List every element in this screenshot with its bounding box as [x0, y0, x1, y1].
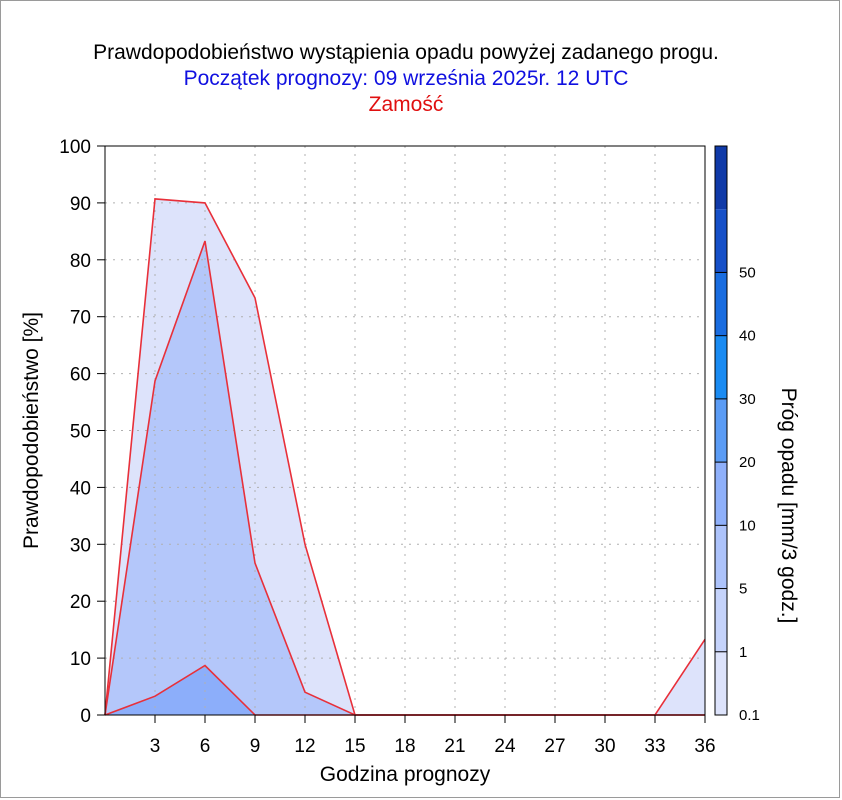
colorbar: 0.1 1 5 10 20 30 40 50: [714, 145, 760, 724]
colorbar-tick-label: 40: [739, 328, 756, 345]
y-tick-label: 80: [70, 251, 91, 272]
y-axis-ticks: 0 10 20 30 40 50 60 70 80 90 100: [59, 137, 105, 727]
colorbar-band: [715, 272, 727, 336]
x-tick-label: 33: [644, 736, 665, 757]
colorbar-label: Próg opadu [mm/3 godz.]: [777, 388, 800, 624]
x-axis-label: Godzina prognozy: [320, 763, 491, 786]
colorbar-band: [715, 209, 727, 273]
area-series-group: [105, 198, 705, 715]
colorbar-band: [715, 525, 727, 589]
colorbar-tick-label: 5: [739, 581, 747, 598]
y-tick-label: 30: [70, 535, 91, 556]
y-tick-label: 10: [70, 649, 91, 670]
x-tick-label: 12: [294, 736, 315, 757]
x-tick-label: 36: [694, 736, 715, 757]
y-tick-label: 20: [70, 592, 91, 613]
colorbar-band: [715, 651, 727, 715]
colorbar-band: [715, 335, 727, 399]
x-tick-label: 6: [200, 736, 211, 757]
y-tick-label: 0: [80, 706, 91, 727]
y-tick-label: 40: [70, 478, 91, 499]
colorbar-band: [715, 588, 727, 652]
x-tick-label: 21: [444, 736, 465, 757]
y-tick-label: 90: [70, 194, 91, 215]
x-tick-label: 15: [344, 736, 365, 757]
y-tick-label: 60: [70, 365, 91, 386]
colorbar-tick-label: 20: [739, 454, 756, 471]
colorbar-tick-label: 1: [739, 644, 747, 661]
y-axis-label: Prawdopodobieństwo [%]: [20, 312, 43, 549]
x-tick-label: 24: [494, 736, 516, 757]
y-tick-label: 70: [70, 308, 91, 329]
colorbar-band: [715, 462, 727, 526]
colorbar-tick-label: 0.1: [739, 707, 760, 724]
y-tick-label: 50: [70, 422, 91, 443]
colorbar-border: [714, 145, 728, 716]
colorbar-tick-label: 50: [739, 264, 756, 281]
colorbar-tick-label: 30: [739, 391, 756, 408]
x-tick-label: 9: [250, 736, 261, 757]
x-tick-label: 30: [594, 736, 615, 757]
colorbar-band: [715, 398, 727, 463]
x-tick-label: 27: [544, 736, 565, 757]
chart-title: Prawdopodobieństwo wystąpienia opadu pow…: [93, 41, 719, 64]
location-label: Zamość: [368, 93, 444, 116]
y-tick-label: 100: [59, 137, 91, 158]
area-series-5: [105, 665, 705, 715]
area-series-1: [105, 241, 705, 715]
x-axis-ticks: 3 6 9 12 15 18 21 24 27 30 33 36: [150, 715, 716, 757]
forecast-start-subtitle: Początek prognozy: 09 września 2025r. 12…: [183, 67, 629, 90]
colorbar-tick-label: 10: [739, 517, 756, 534]
x-tick-label: 3: [150, 736, 161, 757]
colorbar-band: [715, 146, 727, 210]
x-tick-label: 18: [394, 736, 415, 757]
